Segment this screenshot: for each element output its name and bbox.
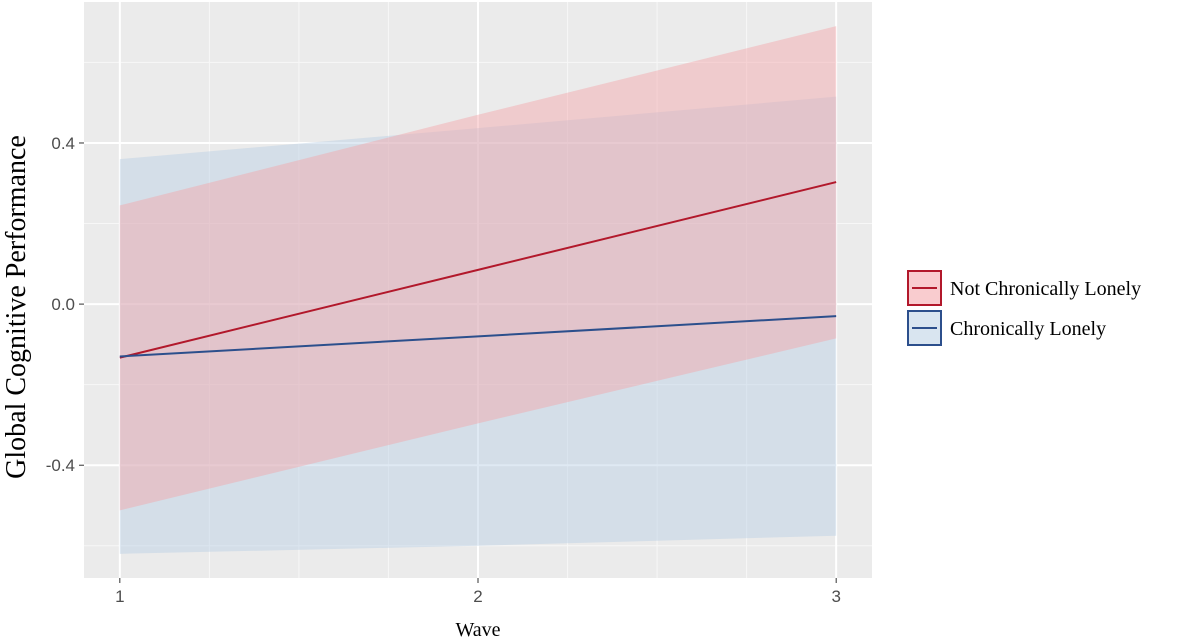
x-tick-label: 3 (831, 587, 840, 606)
y-axis-ticks: -0.4 0.0 0.4 (46, 134, 84, 475)
y-tick-label: 0.4 (51, 134, 75, 153)
confidence-band-chronically-lonely (119, 96, 837, 554)
major-gridlines (84, 2, 872, 578)
x-tick-label: 2 (473, 587, 482, 606)
x-tick-label: 1 (115, 587, 124, 606)
x-axis-ticks: 1 2 3 (115, 578, 841, 606)
y-tick-label: -0.4 (46, 456, 75, 475)
confidence-bands (119, 26, 837, 554)
series-lines (119, 181, 837, 359)
x-axis-title: Wave (455, 619, 500, 641)
series-line-chronically-lonely (119, 315, 837, 358)
legend-label-chronically-lonely: Chronically Lonely (950, 318, 1106, 340)
confidence-band-not-chronically-lonely (119, 26, 837, 511)
series-line-not-chronically-lonely (119, 181, 837, 359)
y-tick-label: 0.0 (51, 295, 75, 314)
legend: Not Chronically Lonely Chronically Lonely (907, 270, 1141, 346)
legend-label-not-chronically-lonely: Not Chronically Lonely (950, 278, 1141, 300)
y-axis-title: Global Cognitive Performance (1, 135, 32, 479)
